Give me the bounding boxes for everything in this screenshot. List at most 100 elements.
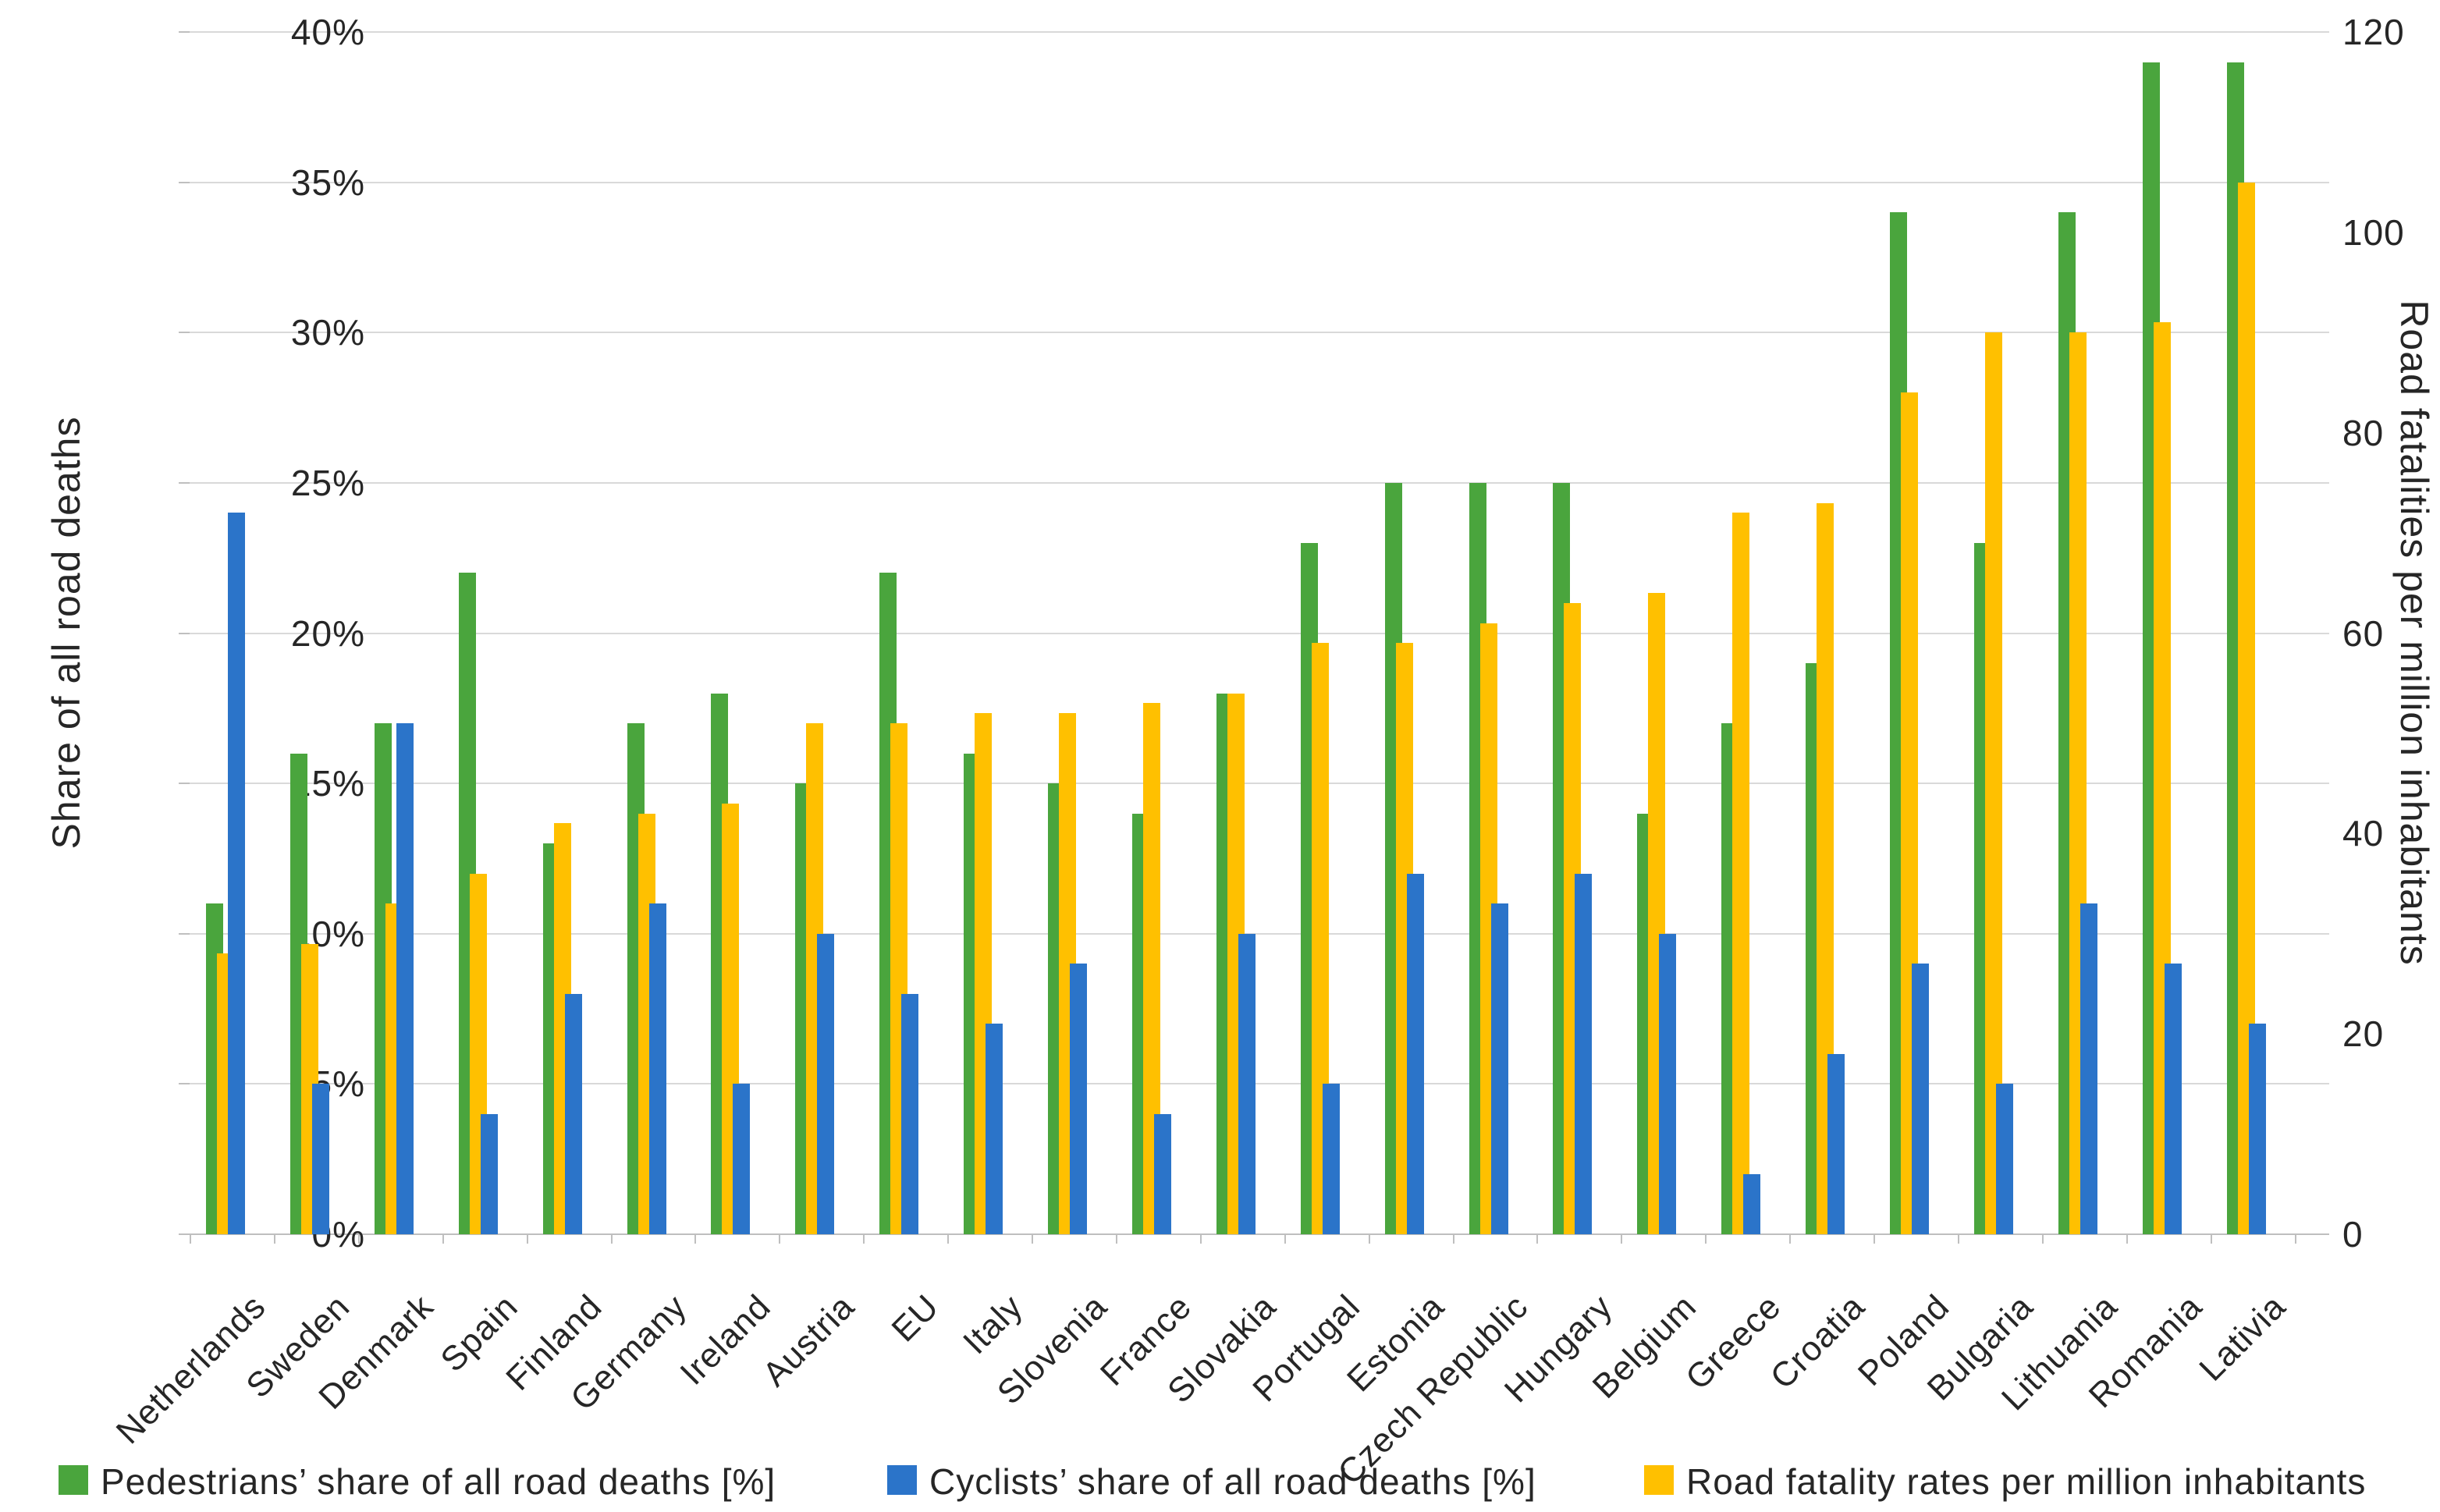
x-axis-tick <box>947 1234 950 1244</box>
bar-cyclists-Portugal <box>1322 1084 1340 1234</box>
left-axis-tick-label: 25% <box>290 462 365 503</box>
x-axis-tick <box>779 1234 781 1244</box>
x-axis-tick <box>190 1234 191 1244</box>
bar-cyclists-Czech Republic <box>1490 903 1508 1234</box>
bar-cyclists-Slovakia <box>1238 933 1256 1234</box>
bar-fatality-rate-Croatia <box>1817 502 1834 1234</box>
bar-cyclists-Poland <box>1912 964 1929 1234</box>
left-axis-tick-label: 15% <box>290 763 365 804</box>
x-label-ireland: Ireland <box>673 1287 779 1393</box>
x-axis-tick <box>1199 1234 1202 1244</box>
gridline <box>190 632 2329 634</box>
bar-fatality-rate-France <box>1142 703 1160 1234</box>
gridline <box>190 481 2329 484</box>
gridline <box>190 1083 2329 1085</box>
x-axis-tick <box>1284 1234 1286 1244</box>
x-axis-tick <box>2041 1234 2044 1244</box>
x-axis-tick <box>2126 1234 2128 1244</box>
left-axis-tick-label: 35% <box>290 161 365 203</box>
bar-cyclists-Netherlands <box>228 513 245 1234</box>
left-axis-tick-label: 20% <box>290 612 365 654</box>
gridline <box>190 181 2329 183</box>
bar-fatality-rate-Lativia <box>2237 182 2255 1234</box>
gridline <box>190 1233 2329 1235</box>
x-axis-tick <box>1536 1234 1539 1244</box>
bar-cyclists-Bulgaria <box>1995 1084 2013 1234</box>
left-axis-tick <box>179 1083 190 1085</box>
x-axis-tick <box>1705 1234 1707 1244</box>
x-axis-tick <box>863 1234 865 1244</box>
left-axis-tick <box>179 481 190 484</box>
left-axis-tick <box>179 332 190 334</box>
bar-cyclists-Austria <box>817 933 835 1234</box>
legend-label: Pedestrians’ share of all road deaths [%… <box>101 1461 776 1502</box>
x-axis-tick <box>1032 1234 1033 1244</box>
bar-cyclists-Hungary <box>1575 873 1593 1234</box>
x-axis-tick <box>1957 1234 1959 1244</box>
left-axis-tick <box>179 1233 190 1235</box>
bar-cyclists-Slovenia <box>1070 964 1087 1234</box>
bar-fatality-rate-Greece <box>1732 513 1750 1234</box>
x-label-austria: Austria <box>755 1287 862 1394</box>
x-label-italy: Italy <box>956 1287 1031 1362</box>
legend-swatch-icon <box>59 1465 88 1495</box>
left-axis-tick-label: 30% <box>290 312 365 353</box>
bar-cyclists-Germany <box>648 903 666 1234</box>
right-axis-tick-label: 100 <box>2342 211 2405 253</box>
legend-swatch-icon <box>887 1465 917 1495</box>
gridline <box>190 783 2329 785</box>
x-label-lativia: Lativia <box>2192 1287 2294 1389</box>
x-axis-tick <box>442 1234 444 1244</box>
bar-cyclists-Lativia <box>2248 1024 2266 1234</box>
right-axis-tick-label: 80 <box>2342 412 2385 453</box>
gridline <box>190 332 2329 334</box>
bar-fatality-rate-Bulgaria <box>1984 332 2002 1234</box>
bar-cyclists-Romania <box>2164 964 2182 1234</box>
x-axis-tick <box>357 1234 360 1244</box>
x-axis-tick <box>1874 1234 1875 1244</box>
x-label-croatia: Croatia <box>1763 1287 1873 1397</box>
bar-cyclists-Sweden <box>311 1084 329 1234</box>
bar-cyclists-Greece <box>1743 1173 1761 1234</box>
bar-cyclists-EU <box>901 993 919 1234</box>
left-axis-tick <box>179 181 190 183</box>
left-axis-tick <box>179 31 190 33</box>
bar-cyclists-Ireland <box>733 1084 751 1234</box>
x-axis-tick <box>1368 1234 1370 1244</box>
bar-cyclists-Italy <box>986 1024 1003 1234</box>
x-axis-tick <box>2210 1234 2212 1244</box>
x-axis-tick <box>273 1234 275 1244</box>
bar-cyclists-Spain <box>480 1113 498 1234</box>
bar-cyclists-Finland <box>564 993 582 1234</box>
x-axis-tick <box>1452 1234 1454 1244</box>
legend-swatch-icon <box>1644 1465 1674 1495</box>
x-axis-tick <box>1115 1234 1117 1244</box>
right-axis-tick-label: 0 <box>2342 1214 2364 1255</box>
x-label-eu: EU <box>884 1287 947 1350</box>
left-axis-tick <box>179 632 190 634</box>
x-axis-tick <box>1621 1234 1623 1244</box>
bar-cyclists-France <box>1153 1113 1171 1234</box>
x-axis-tick <box>610 1234 613 1244</box>
x-label-greece: Greece <box>1678 1287 1788 1397</box>
gridline <box>190 932 2329 935</box>
right-axis-tick-label: 120 <box>2342 12 2405 52</box>
bar-cyclists-Lithuania <box>2080 903 2097 1234</box>
right-axis-tick-label: 20 <box>2342 1013 2385 1055</box>
right-axis-title: Road fatalities per million inhabitants <box>2392 300 2436 966</box>
legend-label: Cyclists’ share of all road deaths [%] <box>929 1461 1536 1502</box>
gridline <box>190 31 2329 33</box>
left-axis-tick <box>179 932 190 935</box>
bar-cyclists-Belgium <box>1659 933 1677 1234</box>
x-axis-tick <box>694 1234 697 1244</box>
x-axis-tick <box>526 1234 528 1244</box>
left-axis-tick-label: 40% <box>290 12 365 52</box>
bar-cyclists-Croatia <box>1827 1053 1845 1234</box>
right-axis-tick-label: 40 <box>2342 813 2385 854</box>
x-axis-tick <box>2294 1234 2296 1244</box>
right-axis-tick-label: 60 <box>2342 612 2385 654</box>
bar-cyclists-Denmark <box>396 723 414 1234</box>
x-axis-tick <box>1789 1234 1792 1244</box>
left-axis-tick <box>179 783 190 785</box>
